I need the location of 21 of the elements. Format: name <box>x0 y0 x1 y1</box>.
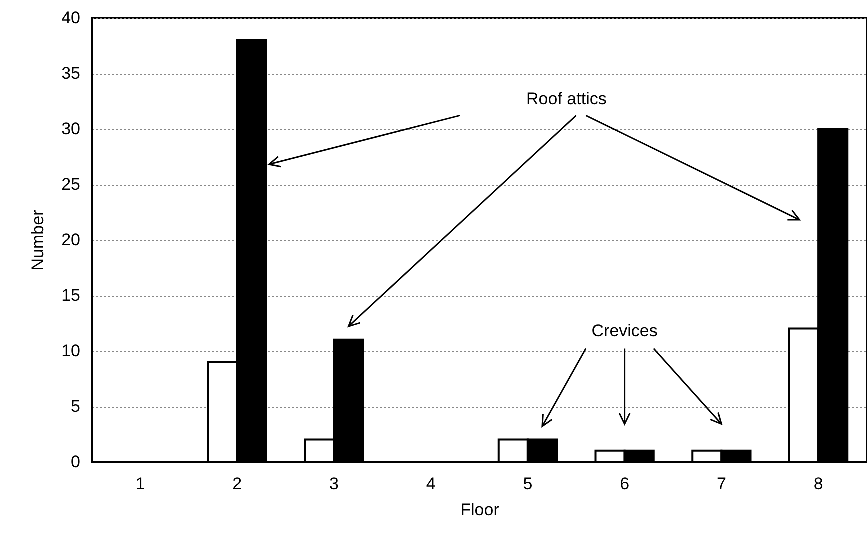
annotation: Crevices <box>592 322 658 341</box>
x-tick-label: 4 <box>426 474 436 494</box>
x-tick-label: 3 <box>329 474 339 494</box>
x-tick-label: 1 <box>136 474 146 494</box>
x-tick-label: 6 <box>620 474 630 494</box>
y-tick-label: 5 <box>71 397 80 416</box>
y-tick-label: 0 <box>71 452 80 472</box>
x-tick-label: 5 <box>523 474 533 494</box>
y-tick-label: 35 <box>62 64 80 83</box>
y-tick-label: 30 <box>62 120 80 138</box>
y-tick-label: 15 <box>62 286 80 305</box>
x-axis-title: Floor <box>460 500 500 520</box>
y-tick-label: 20 <box>62 230 80 250</box>
y-tick-label: 25 <box>62 175 80 194</box>
x-tick-label: 2 <box>232 474 242 494</box>
y-axis-title: Number <box>28 210 48 271</box>
y-tick-label: 10 <box>62 342 80 360</box>
x-tick-label: 8 <box>814 474 824 494</box>
x-tick-label: 7 <box>716 474 726 494</box>
y-tick-label: 40 <box>62 8 80 28</box>
annotation: Roof attics <box>526 90 607 109</box>
